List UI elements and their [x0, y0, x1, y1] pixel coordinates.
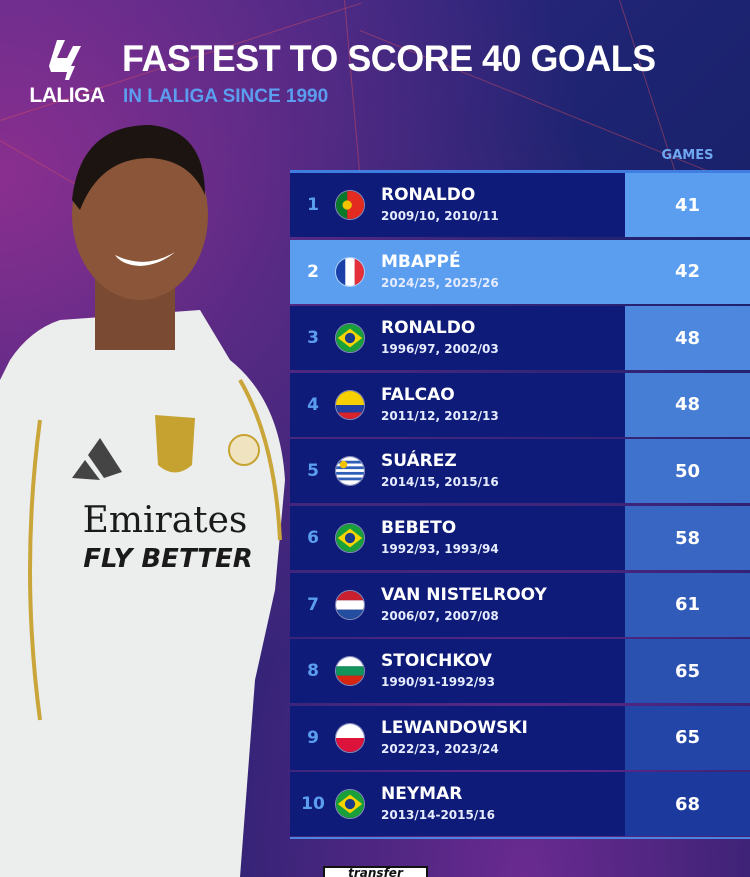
- rank: 2: [307, 261, 319, 282]
- rank: 4: [307, 394, 319, 415]
- table-row: 4 FALCAO 2011/12, 2012/13 48: [290, 372, 750, 437]
- transfer-watermark: transfer: [323, 866, 428, 877]
- player-cell: 9 LEWANDOWSKI 2022/23, 2023/24: [290, 705, 625, 770]
- games-value: 41: [625, 173, 750, 237]
- games-value: 48: [625, 306, 750, 371]
- table-row: 5 SUÁREZ 2014/15, 2015/16 50: [290, 439, 750, 504]
- rank: 7: [307, 594, 319, 615]
- games-value: 65: [625, 639, 750, 704]
- brazil-flag-icon: [335, 523, 365, 553]
- rank: 3: [307, 328, 319, 349]
- page-subtitle: IN LALIGA SINCE 1990: [123, 86, 329, 107]
- rank: 9: [307, 727, 319, 748]
- games-value: 50: [625, 439, 750, 504]
- table-row: 10 NEYMAR 2013/14-2015/16 68: [290, 772, 750, 837]
- games-column-header: GAMES: [661, 148, 714, 163]
- player-name: MBAPPÉ: [381, 251, 461, 272]
- logo-text: LALIGA: [29, 84, 105, 107]
- table-row: 9 LEWANDOWSKI 2022/23, 2023/24 65: [290, 705, 750, 770]
- rank: 6: [307, 528, 319, 548]
- player-cell: 4 FALCAO 2011/12, 2012/13: [290, 372, 625, 437]
- colombia-flag-icon: [335, 389, 365, 420]
- table-row: 7 VAN NISTELROOY 2006/07, 2007/08 61: [290, 572, 750, 637]
- games-value: 58: [625, 506, 750, 570]
- player-name: VAN NISTELROOY: [381, 584, 547, 605]
- france-flag-icon: [335, 256, 365, 287]
- player-cell: 5 SUÁREZ 2014/15, 2015/16: [290, 439, 625, 504]
- table-row: 1 RONALDO 2009/10, 2010/11 41: [290, 173, 750, 237]
- player-cell: 7 VAN NISTELROOY 2006/07, 2007/08: [290, 572, 625, 637]
- rank: 10: [301, 794, 325, 815]
- seasons: 2013/14-2015/16: [381, 808, 495, 823]
- netherlands-flag-icon: [335, 589, 365, 620]
- player-cell: 1 RONALDO 2009/10, 2010/11: [290, 173, 625, 237]
- seasons: 1996/97, 2002/03: [381, 342, 499, 357]
- seasons: 2014/15, 2015/16: [381, 475, 499, 490]
- player-name: FALCAO: [381, 384, 455, 405]
- seasons: 2009/10, 2010/11: [381, 209, 499, 223]
- table-row: 8 STOICHKOV 1990/91-1992/93 65: [290, 639, 750, 704]
- rank: 8: [307, 661, 319, 682]
- seasons: 2006/07, 2007/08: [381, 608, 499, 623]
- games-value: 48: [625, 372, 750, 437]
- shirt-sponsor: Emirates: [83, 500, 248, 541]
- games-value: 65: [625, 705, 750, 770]
- laliga-logo: LALIGA: [22, 38, 112, 108]
- player-name: RONALDO: [381, 318, 476, 339]
- portugal-flag-icon: [335, 190, 365, 220]
- table-bottom-border: [290, 837, 750, 839]
- player-cell: 6 BEBETO 1992/93, 1993/94: [290, 506, 625, 570]
- games-value: 42: [625, 239, 750, 304]
- poland-flag-icon: [335, 722, 365, 753]
- player-name: LEWANDOWSKI: [381, 717, 528, 738]
- rank: 1: [307, 195, 319, 215]
- table-row: 6 BEBETO 1992/93, 1993/94 58: [290, 506, 750, 570]
- games-value: 68: [625, 772, 750, 837]
- player-name: RONALDO: [381, 185, 476, 205]
- table-top-border: [290, 170, 750, 173]
- brazil-flag-icon: [335, 323, 365, 354]
- decor-line: [344, 0, 361, 180]
- page-title: FASTEST TO SCORE 40 GOALS: [122, 38, 656, 79]
- seasons: 2022/23, 2023/24: [381, 741, 499, 756]
- player-name: NEYMAR: [381, 784, 463, 805]
- laliga-icon: [49, 40, 81, 80]
- rank: 5: [307, 461, 319, 482]
- table-row: 2 MBAPPÉ 2024/25, 2025/26 42: [290, 239, 750, 304]
- seasons: 1992/93, 1993/94: [381, 542, 499, 556]
- player-name: BEBETO: [381, 518, 457, 538]
- games-value: 61: [625, 572, 750, 637]
- seasons: 2011/12, 2012/13: [381, 408, 499, 423]
- player-photo: Emirates FLY BETTER: [0, 125, 285, 877]
- bulgaria-flag-icon: [335, 656, 365, 687]
- brazil-flag-icon: [335, 789, 365, 820]
- player-name: STOICHKOV: [381, 651, 492, 672]
- seasons: 1990/91-1992/93: [381, 675, 495, 690]
- player-cell: 8 STOICHKOV 1990/91-1992/93: [290, 639, 625, 704]
- seasons: 2024/25, 2025/26: [381, 275, 499, 290]
- player-cell: 10 NEYMAR 2013/14-2015/16: [290, 772, 625, 837]
- player-cell: 2 MBAPPÉ 2024/25, 2025/26: [290, 239, 625, 304]
- player-cell: 3 RONALDO 1996/97, 2002/03: [290, 306, 625, 371]
- player-name: SUÁREZ: [381, 451, 457, 472]
- shirt-slogan: FLY BETTER: [83, 544, 253, 574]
- uruguay-flag-icon: [335, 456, 365, 487]
- table-row: 3 RONALDO 1996/97, 2002/03 48: [290, 306, 750, 371]
